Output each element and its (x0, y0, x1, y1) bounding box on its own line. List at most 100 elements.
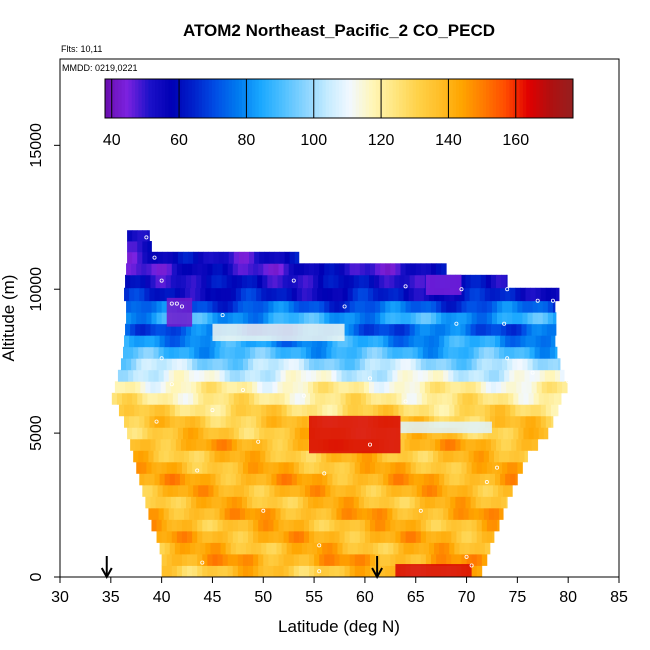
heat-cell (160, 381, 167, 394)
heat-cell (274, 427, 280, 440)
heat-cell (339, 530, 345, 543)
heat-cell (474, 335, 481, 348)
heat-cell (410, 312, 417, 325)
heat-cell (493, 346, 500, 359)
heat-cell (496, 381, 502, 394)
heat-cell (481, 358, 488, 371)
heat-cell (449, 473, 455, 486)
heat-cell (166, 461, 173, 474)
heat-cell (305, 369, 312, 382)
heat-cell (485, 323, 492, 336)
colorbar-segment (355, 79, 360, 118)
heat-cell (469, 404, 476, 417)
heat-cell (222, 565, 229, 578)
heat-cell (330, 392, 336, 405)
heat-cell (153, 369, 159, 382)
heat-cell (178, 450, 185, 463)
heat-cell (162, 484, 169, 497)
heat-cell (339, 461, 345, 474)
heat-cell (328, 274, 334, 289)
heat-cell (513, 392, 519, 405)
heat-cell (389, 381, 395, 394)
heat-cell (236, 496, 243, 509)
heat-cell (405, 300, 412, 313)
heat-cell (249, 392, 255, 405)
heat-cell (366, 369, 373, 382)
heat-cell (236, 274, 243, 289)
heat-cell (182, 392, 189, 405)
heat-cell (291, 335, 298, 348)
colorbar-segment (402, 79, 407, 118)
heat-cell (253, 358, 259, 371)
heat-cell (486, 312, 493, 325)
heat-cell (244, 450, 251, 463)
heat-cell (316, 450, 322, 463)
colorbar-segment (248, 79, 253, 118)
heat-cell (422, 369, 429, 382)
heat-cell (130, 274, 136, 289)
heat-cell (257, 381, 263, 394)
heat-cell (321, 369, 327, 382)
heat-cell (496, 323, 502, 336)
heat-cell (128, 369, 134, 382)
heat-cell (519, 369, 525, 382)
heat-cell (194, 450, 200, 463)
heat-cell (338, 381, 344, 394)
heat-cell (214, 346, 220, 359)
colorbar-segment (482, 79, 487, 118)
heat-cell (368, 323, 375, 336)
heat-cell (214, 369, 220, 382)
heat-cell (536, 438, 539, 451)
heat-cell (147, 392, 153, 405)
heat-cell (368, 381, 375, 394)
heat-cell (132, 251, 138, 264)
heat-cell (319, 300, 325, 313)
sample-point (459, 287, 464, 292)
heat-cell (398, 542, 404, 555)
heat-cell (260, 450, 266, 463)
heat-cell (282, 496, 289, 509)
heat-cell (153, 346, 159, 359)
heat-cell (166, 553, 173, 566)
heat-cell (466, 519, 473, 532)
heat-cell (171, 530, 178, 543)
heat-cell (329, 461, 335, 474)
heat-cell (285, 369, 292, 382)
heat-cell (174, 473, 181, 486)
heat-cell (387, 450, 393, 463)
heat-cell (440, 496, 446, 509)
heat-cell (127, 241, 133, 253)
heat-cell (124, 287, 130, 302)
heat-cell (137, 392, 143, 405)
heat-cell (212, 300, 218, 313)
heat-cell (408, 404, 415, 417)
colorbar-segment (536, 79, 540, 118)
heat-cell (303, 553, 310, 566)
heat-cell (329, 565, 335, 578)
heat-cell (150, 274, 156, 289)
heat-cell (127, 251, 133, 264)
heat-cell (170, 381, 177, 394)
colorbar-segment (502, 79, 507, 118)
heat-cell (454, 335, 460, 348)
heat-cell (367, 335, 374, 348)
heat-cell (431, 392, 438, 405)
heat-cell (356, 507, 363, 520)
heat-cell (466, 461, 473, 474)
heat-cell (176, 530, 183, 543)
heat-cell (400, 461, 406, 474)
heat-cell (230, 473, 237, 486)
heat-cell (210, 415, 216, 428)
heat-cell (126, 312, 132, 325)
heat-cell (210, 287, 216, 302)
colorbar-segment (148, 79, 153, 118)
colorbar-segment (145, 79, 149, 118)
heat-cell (385, 300, 391, 313)
heat-cell (257, 274, 263, 289)
heat-cell (353, 381, 360, 394)
heat-cell (258, 519, 264, 532)
heat-cell (326, 507, 332, 520)
heat-cell (197, 263, 203, 276)
heat-cell (476, 553, 483, 566)
heat-cell (516, 381, 522, 394)
